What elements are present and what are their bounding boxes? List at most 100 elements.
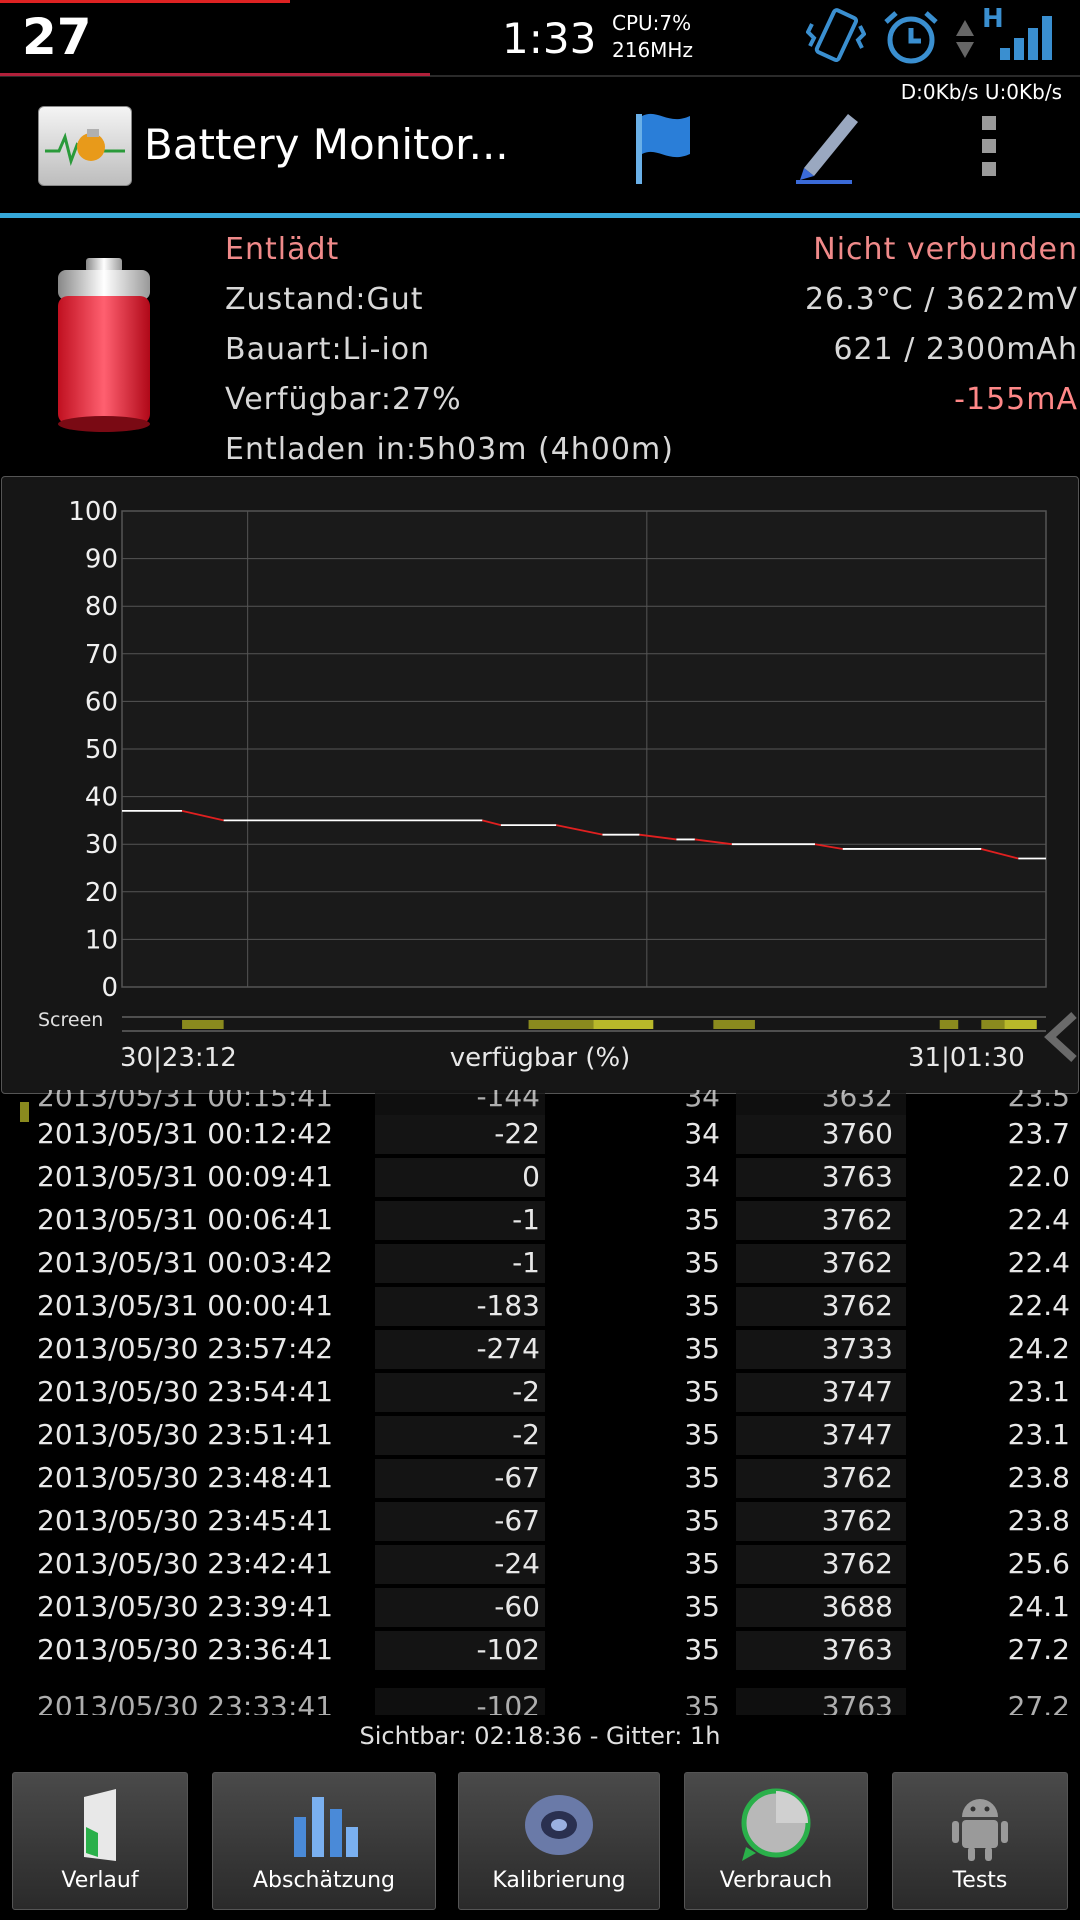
row-percent: 35 <box>684 1375 720 1408</box>
row-percent: 35 <box>684 1289 720 1322</box>
row-temperature: 23.8 <box>1007 1504 1070 1537</box>
series-drop-segment <box>694 838 732 846</box>
battery-chart[interactable]: 100 90 80 70 60 50 40 30 20 10 0 Screen 30|23:12 v… <box>1 476 1079 1094</box>
history-table[interactable]: 2013/05/31 00:15:41 -144 34 3632 23.5 2013/05… <box>0 1090 1080 1715</box>
nav-abschaetzung-button[interactable]: Abschätzung <box>212 1772 436 1910</box>
row-percent: 35 <box>684 1690 720 1715</box>
row-percent: 35 <box>684 1590 720 1623</box>
pen-icon[interactable] <box>790 106 866 186</box>
screen-on-bar <box>593 1020 654 1029</box>
cpu-load: CPU:7% <box>612 11 692 35</box>
data-arrows-icon <box>956 20 974 58</box>
cell-background <box>375 1330 545 1369</box>
cell-background <box>375 1459 545 1498</box>
row-voltage: 3763 <box>821 1633 893 1666</box>
table-row: 2013/05/30 23:45:41 -67 35 3762 23.8 <box>0 1500 1080 1543</box>
cell-background <box>375 1201 545 1240</box>
row-percent: 34 <box>684 1117 720 1150</box>
row-temperature: 22.4 <box>1007 1289 1070 1322</box>
nav-label: Tests <box>952 1868 1008 1893</box>
cpu-frequency: 216MHz <box>612 38 693 62</box>
nav-kalibrierung-button[interactable]: Kalibrierung <box>458 1772 660 1910</box>
alarm-icon <box>884 11 938 64</box>
net-speed: D:0Kb/s U:0Kb/s <box>900 80 1062 104</box>
row-voltage: 3733 <box>821 1332 893 1365</box>
android-icon <box>952 1799 1008 1861</box>
row-temperature: 27.2 <box>1007 1690 1070 1715</box>
table-row: 2013/05/30 23:42:41 -24 35 3762 25.6 <box>0 1543 1080 1586</box>
cell-background <box>736 1588 906 1627</box>
y-tick-label: 40 <box>85 783 118 813</box>
app-icon[interactable] <box>38 106 132 186</box>
row-timestamp: 2013/05/30 23:39:41 <box>37 1590 334 1623</box>
cell-background <box>375 1115 545 1154</box>
cpu-info: CPU:7% 216MHz <box>612 10 693 64</box>
visible-range-info: Sichtbar: 02:18:36 - Gitter: 1h <box>359 1722 721 1750</box>
x-end-label: 31|01:30 <box>908 1043 1025 1073</box>
bar-chart-icon <box>294 1797 358 1857</box>
collapse-chevron-icon[interactable] <box>1038 1009 1078 1069</box>
status-accent-line-bottom <box>0 73 430 76</box>
row-temperature: 22.4 <box>1007 1246 1070 1279</box>
connection-state: Nicht verbunden <box>813 232 1078 267</box>
nav-verbrauch-button[interactable]: Verbrauch <box>684 1772 868 1910</box>
row-voltage: 3763 <box>821 1160 893 1193</box>
row-percent: 34 <box>684 1090 720 1113</box>
table-row: 2013/05/30 23:33:41 -102 35 3763 27.2 <box>0 1686 1080 1715</box>
row-voltage: 3762 <box>821 1504 893 1537</box>
cell-background <box>375 1416 545 1455</box>
row-temperature: 23.5 <box>1007 1090 1070 1113</box>
cell-background <box>736 1287 906 1326</box>
temperature-voltage: 26.3°C / 3622mV <box>804 282 1078 317</box>
row-temperature: 22.4 <box>1007 1203 1070 1236</box>
row-voltage: 3762 <box>821 1461 893 1494</box>
y-tick-label: 30 <box>85 830 118 860</box>
nav-label: Verbrauch <box>719 1868 833 1893</box>
row-current: -60 <box>494 1590 540 1623</box>
flag-icon[interactable] <box>628 108 694 188</box>
row-current: -2 <box>512 1375 540 1408</box>
nav-label: Abschätzung <box>252 1868 396 1893</box>
network-type: H <box>982 4 1004 34</box>
cell-background <box>736 1631 906 1670</box>
y-tick-label: 20 <box>85 878 118 908</box>
row-current: -102 <box>476 1633 540 1666</box>
cell-background <box>736 1201 906 1240</box>
y-tick-label: 100 <box>68 497 118 527</box>
row-timestamp: 2013/05/31 00:03:42 <box>37 1246 334 1279</box>
disc-icon <box>525 1795 593 1855</box>
table-row: 2013/05/30 23:57:42 -274 35 3733 24.2 <box>0 1328 1080 1371</box>
cell-background <box>375 1373 545 1412</box>
row-temperature: 23.7 <box>1007 1117 1070 1150</box>
screen-on-bar <box>182 1020 224 1029</box>
row-timestamp: 2013/05/30 23:57:42 <box>37 1332 334 1365</box>
row-voltage: 3762 <box>821 1547 893 1580</box>
y-tick-label: 60 <box>85 687 118 717</box>
chart-title: verfügbar (%) <box>449 1043 631 1073</box>
nav-tests-button[interactable]: Tests <box>892 1772 1068 1910</box>
row-percent: 35 <box>684 1633 720 1666</box>
battery-type: Bauart:Li-ion <box>225 332 431 367</box>
nav-verlauf-button[interactable]: Verlauf <box>12 1772 188 1910</box>
row-current: -2 <box>512 1418 540 1451</box>
row-current: -67 <box>494 1504 540 1537</box>
cell-background <box>375 1502 545 1541</box>
table-row: 2013/05/30 23:51:41 -2 35 3747 23.1 <box>0 1414 1080 1457</box>
row-current: -67 <box>494 1461 540 1494</box>
row-timestamp: 2013/05/31 00:00:41 <box>37 1289 334 1322</box>
row-temperature: 25.6 <box>1007 1547 1070 1580</box>
row-percent: 34 <box>684 1160 720 1193</box>
row-current: -24 <box>494 1547 540 1580</box>
row-current: 0 <box>522 1160 540 1193</box>
y-tick-label: 70 <box>85 640 118 670</box>
battery-health: Zustand:Gut <box>225 282 424 317</box>
table-row: 2013/05/31 00:09:41 0 34 3763 22.0 <box>0 1156 1080 1199</box>
cell-background <box>736 1459 906 1498</box>
row-timestamp: 2013/05/30 23:54:41 <box>37 1375 334 1408</box>
overflow-menu-icon[interactable] <box>982 116 1002 185</box>
row-percent: 35 <box>684 1547 720 1580</box>
y-tick-label: 10 <box>85 925 118 955</box>
row-current: -1 <box>512 1246 540 1279</box>
table-row: 2013/05/30 23:39:41 -60 35 3688 24.1 <box>0 1586 1080 1629</box>
